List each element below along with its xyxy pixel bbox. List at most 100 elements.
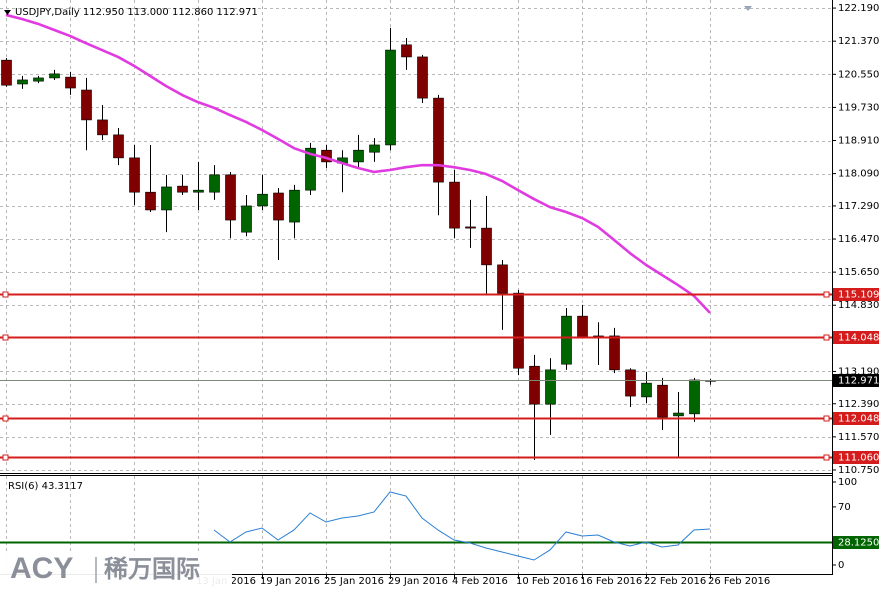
brand-logo: ACY [10,552,73,585]
level-handle [823,291,830,298]
y-tick-label: 111.570 [838,432,879,443]
candle-body [625,369,636,397]
x-tick-label: 26 Feb 2016 [708,576,770,587]
candle-body [257,193,268,207]
candle-body [641,382,652,398]
rsi-tick-label: 70 [838,502,851,513]
level-tag [833,412,879,425]
candle-body [177,185,188,193]
candle-body [97,119,108,136]
rsi-pane [0,491,832,561]
candle-body [65,76,76,89]
rsi-label: RSI(6) 43.3117 [8,481,83,492]
candle-body [545,369,556,405]
candle-body [225,174,236,221]
level-tag-label: 111.060 [838,453,879,464]
candle-body [465,226,476,229]
level-handle [2,454,9,461]
x-tick-label: 4 Feb 2016 [452,576,508,587]
candle-body [417,56,428,99]
watermark: ACY 稀万国际 [0,551,232,592]
y-tick-label: 118.090 [838,169,879,180]
y-tick-label: 112.390 [838,399,879,410]
candle-body [241,205,252,233]
watermark-bg [0,551,232,592]
candle-body [305,147,316,191]
candle-body [1,59,12,86]
candle-body [209,174,220,193]
candle-body [369,144,380,153]
level-tag [833,451,879,464]
level-handle [823,334,830,341]
candle-body [145,191,156,211]
candle-body [481,227,492,266]
candle-body [81,89,92,121]
candle-body [689,379,700,415]
y-tick-label: 119.730 [838,102,879,113]
y-tick-label: 110.750 [838,465,879,476]
candle-body [129,157,140,193]
shift-marker[interactable] [744,6,752,11]
y-tick-label: 116.470 [838,234,879,245]
candle-body [577,315,588,338]
x-tick-label: 16 Feb 2016 [580,576,642,587]
candle-body [161,186,172,211]
y-tick-label: 122.190 [838,3,879,14]
plot [0,13,832,461]
x-tick-label: 22 Feb 2016 [644,576,706,587]
level-tag-label: 115.109 [838,290,879,301]
y-tick-label: 117.290 [838,201,879,212]
candle-body [433,97,444,183]
level-handle [823,454,830,461]
candle-body [49,73,60,79]
x-tick-label: 25 Jan 2016 [324,576,384,587]
level-tag [833,331,879,344]
y-tick-label: 120.550 [838,69,879,80]
rsi-tick-label: 0 [838,560,844,571]
moving-average [5,13,711,314]
rsi-level-tag [833,536,879,549]
level-handle [2,415,9,422]
x-tick-label: 10 Feb 2016 [516,576,578,587]
y-tick-label: 113.190 [838,366,879,377]
candle-body [561,315,572,365]
candle-body [113,134,124,159]
level-handle [2,291,9,298]
candle-body [497,264,508,294]
candle-body [193,189,204,193]
rsi-tick-label: 100 [838,477,857,488]
level-tag-label: 112.048 [838,414,879,425]
rsi-level-label: 28.1250 [838,538,879,549]
current-price-tag [833,374,879,387]
y-tick-label: 114.830 [838,300,879,311]
current-price-label: 112.971 [838,376,879,387]
y-tick-label: 121.370 [838,36,879,47]
candle-body [289,189,300,223]
rsi-line [213,491,711,561]
candle-body [401,44,412,58]
brand-logo-cn: 稀万国际 [104,555,200,583]
level-tag [833,288,879,301]
candle-body [353,149,364,163]
y-tick-label: 115.650 [838,267,879,278]
level-handle [2,334,9,341]
x-tick-label: 29 Jan 2016 [388,576,448,587]
y-tick-label: 118.910 [838,136,879,147]
candle-body [609,335,620,371]
x-tick-label: 19 Jan 2016 [260,576,320,587]
candle-body [657,384,668,418]
level-tag-label: 114.048 [838,333,879,344]
candle-body [513,292,524,369]
menu-arrow[interactable] [4,10,11,15]
candle-body [449,181,460,229]
chart-title: USDJPY,Daily 112.950 113.000 112.860 112… [15,7,258,18]
candle-body [673,412,684,417]
candle-body [273,192,284,221]
candle-body [385,49,396,146]
level-handle [823,415,830,422]
candle-body [33,77,44,82]
candle-body [17,79,28,85]
candle-body [529,365,540,405]
